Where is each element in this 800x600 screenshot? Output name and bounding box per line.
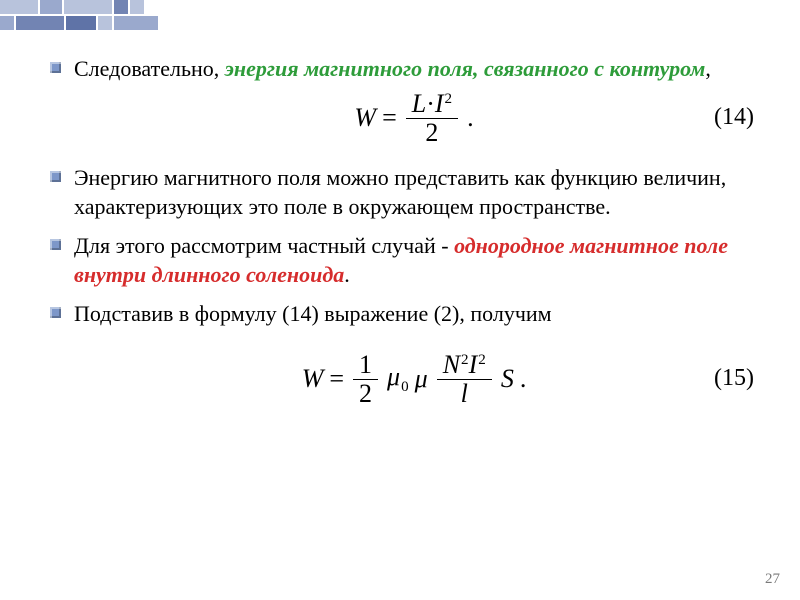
- f15-numerator: N2I2: [437, 351, 492, 379]
- f15-eq: =: [329, 362, 344, 396]
- f14-exp: 2: [445, 91, 453, 107]
- f15-W: W: [302, 362, 324, 396]
- f14-period: .: [467, 101, 474, 135]
- f14-L: L: [412, 89, 426, 118]
- deco-square: [64, 0, 112, 14]
- bullet4-text: Подставив в формулу (14) выражение (2), …: [74, 301, 552, 326]
- f15-I: I: [469, 350, 478, 379]
- f14-dot-mul: ·: [426, 89, 435, 118]
- f15-mu: μ: [415, 362, 428, 396]
- deco-square: [98, 16, 112, 30]
- f15-number: (15): [714, 363, 754, 395]
- formula-15: W = 1 2 μ0 μ N2I2: [74, 348, 754, 410]
- deco-square: [114, 16, 158, 30]
- formula-14: W = L·I2 2 . (14): [74, 87, 754, 149]
- f14-I: I: [435, 89, 444, 118]
- f15-mu0: μ0: [387, 360, 409, 398]
- formula-14-body: W = L·I2 2 .: [354, 90, 473, 146]
- f14-number: (14): [714, 102, 754, 134]
- deco-square: [16, 16, 64, 30]
- bullet-item-2: Энергию магнитного поля можно представит…: [46, 163, 754, 221]
- f15-Nexp: 2: [461, 352, 469, 368]
- deco-square: [114, 0, 128, 14]
- f15-mu0-mu: μ: [387, 362, 400, 391]
- formula-15-body: W = 1 2 μ0 μ N2I2: [302, 351, 527, 407]
- f15-S: S: [501, 362, 514, 396]
- slide-content: Следовательно, энергия магнитного поля, …: [46, 54, 754, 410]
- f15-half: 1 2: [353, 351, 378, 407]
- bullet1-lead: Следовательно,: [74, 56, 225, 81]
- bullet-item-3: Для этого рассмотрим частный случай - од…: [46, 231, 754, 289]
- deco-square: [40, 0, 62, 14]
- f14-W: W: [354, 101, 376, 135]
- f14-eq: =: [382, 101, 397, 135]
- f14-numerator: L·I2: [406, 90, 458, 118]
- bullet3-lead: Для этого рассмотрим частный случай -: [74, 233, 454, 258]
- slide: Следовательно, энергия магнитного поля, …: [0, 0, 800, 600]
- bullet-list: Следовательно, энергия магнитного поля, …: [46, 54, 754, 410]
- deco-square: [66, 16, 96, 30]
- corner-decoration: [0, 0, 260, 32]
- f15-half-bot: 2: [353, 380, 378, 407]
- f15-N: N: [443, 350, 460, 379]
- deco-square: [0, 0, 38, 14]
- bullet2-text: Энергию магнитного поля можно представит…: [74, 165, 726, 219]
- bullet1-tail: ,: [705, 56, 711, 81]
- deco-square: [130, 0, 144, 14]
- deco-square: [0, 16, 14, 30]
- bullet1-emph: энергия магнитного поля, связанного с ко…: [225, 56, 706, 81]
- f14-fraction: L·I2 2: [406, 90, 458, 146]
- f15-period: .: [520, 362, 527, 396]
- f15-mu0-sub: 0: [401, 379, 409, 395]
- f15-half-top: 1: [353, 351, 378, 379]
- page-number: 27: [765, 571, 780, 588]
- bullet-item-1: Следовательно, энергия магнитного поля, …: [46, 54, 754, 149]
- f15-Iexp: 2: [478, 352, 486, 368]
- bullet3-tail: .: [344, 262, 350, 287]
- f14-denominator: 2: [419, 119, 444, 146]
- f15-fraction: N2I2 l: [437, 351, 492, 407]
- f15-denominator: l: [455, 380, 474, 407]
- bullet-item-4: Подставив в формулу (14) выражение (2), …: [46, 299, 754, 410]
